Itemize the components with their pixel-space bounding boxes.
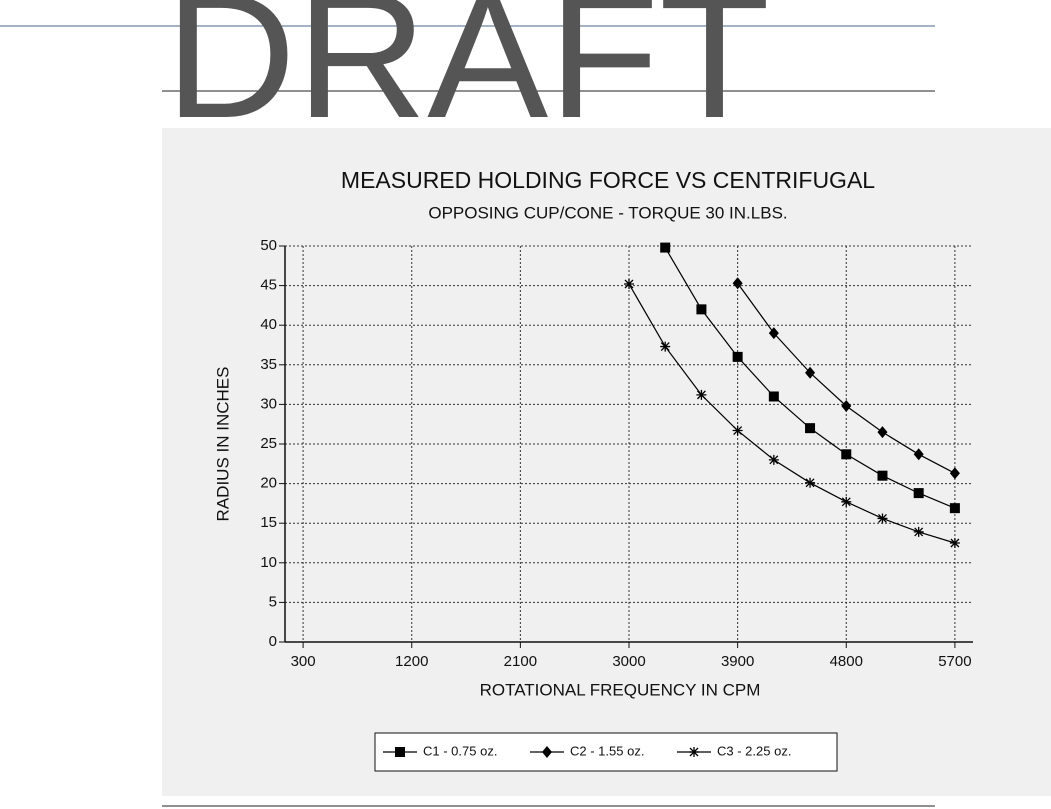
legend: C1 - 0.75 oz. C2 - 1.55 oz. C3 - 2.25 oz.	[383, 743, 791, 758]
marker	[877, 513, 888, 524]
marker	[805, 366, 816, 379]
marker	[841, 449, 852, 460]
marker	[660, 242, 671, 253]
y-tick-label: 45	[260, 277, 277, 294]
x-tick-label: 300	[291, 653, 316, 670]
marker	[732, 351, 743, 362]
y-tick-label: 15	[260, 514, 277, 531]
marker	[542, 746, 552, 758]
chart-title: MEASURED HOLDING FORCE VS CENTRIFUGAL	[341, 167, 875, 193]
y-tick-label: 0	[269, 633, 277, 650]
legend-label: C2 - 1.55 oz.	[570, 743, 644, 758]
series-line	[628, 283, 956, 544]
x-tick-label: 2100	[504, 653, 537, 670]
y-tick-label: 10	[260, 554, 277, 571]
marker	[660, 341, 671, 352]
marker	[877, 426, 888, 439]
y-tick-label: 5	[269, 593, 277, 610]
y-tick-label: 20	[260, 475, 277, 492]
marker	[689, 747, 699, 757]
y-tick-label: 35	[260, 356, 277, 373]
x-tick-label: 5700	[938, 653, 971, 670]
marker	[841, 399, 852, 412]
y-tick-label: 40	[260, 316, 277, 333]
chart-panel	[162, 128, 1051, 796]
y-tick-label: 25	[260, 435, 277, 452]
x-tick-label: 4800	[830, 653, 863, 670]
marker	[696, 304, 707, 315]
marker	[841, 496, 852, 507]
marker	[913, 448, 924, 461]
marker	[949, 467, 960, 480]
marker	[768, 327, 779, 340]
marker	[949, 503, 960, 514]
plot: 0 5 10 15 20 25 30 35 40 45 50 300 1200 2100 3000 3900 4…	[260, 237, 973, 670]
marker	[805, 423, 816, 434]
marker	[949, 538, 960, 548]
marker	[805, 477, 816, 488]
marker	[913, 526, 924, 537]
marker	[732, 277, 743, 290]
marker	[624, 279, 634, 290]
watermark: DRAFT	[165, 0, 770, 155]
marker	[768, 454, 779, 465]
marker	[732, 425, 743, 436]
marker	[395, 747, 405, 757]
chart-subtitle: OPPOSING CUP/CONE - TORQUE 30 IN.LBS.	[428, 203, 787, 222]
x-tick-label: 3900	[721, 653, 754, 670]
y-tick-label: 30	[260, 395, 277, 412]
marker	[696, 389, 707, 400]
y-tick-label: 50	[260, 237, 277, 254]
x-tick-label: 1200	[395, 653, 428, 670]
marker	[768, 391, 779, 402]
x-tick-label: 3000	[612, 653, 645, 670]
marker	[913, 488, 924, 499]
legend-label: C1 - 0.75 oz.	[423, 743, 497, 758]
y-axis-label: RADIUS IN INCHES	[213, 367, 232, 522]
legend-label: C3 - 2.25 oz.	[717, 743, 791, 758]
x-axis-label: ROTATIONAL FREQUENCY IN CPM	[480, 680, 761, 699]
legend-box	[374, 732, 838, 772]
marker	[877, 470, 888, 481]
